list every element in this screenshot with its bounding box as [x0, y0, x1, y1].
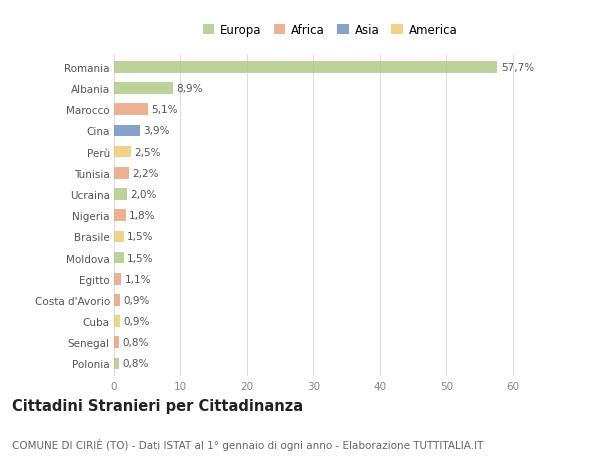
- Bar: [114, 273, 121, 285]
- Text: 0,9%: 0,9%: [124, 316, 149, 326]
- Bar: [114, 146, 131, 158]
- Bar: [114, 125, 140, 137]
- Legend: Europa, Africa, Asia, America: Europa, Africa, Asia, America: [198, 19, 462, 42]
- Bar: [114, 316, 120, 327]
- Text: 1,5%: 1,5%: [127, 253, 154, 263]
- Bar: [114, 83, 173, 95]
- Bar: [114, 252, 124, 264]
- Text: 1,8%: 1,8%: [129, 211, 156, 221]
- Bar: [114, 210, 126, 222]
- Text: Cittadini Stranieri per Cittadinanza: Cittadini Stranieri per Cittadinanza: [12, 398, 303, 413]
- Text: 8,9%: 8,9%: [176, 84, 203, 94]
- Text: 0,9%: 0,9%: [124, 295, 149, 305]
- Text: 0,8%: 0,8%: [122, 337, 149, 347]
- Bar: [114, 295, 120, 306]
- Text: COMUNE DI CIRIÈ (TO) - Dati ISTAT al 1° gennaio di ogni anno - Elaborazione TUTT: COMUNE DI CIRIÈ (TO) - Dati ISTAT al 1° …: [12, 438, 484, 450]
- Text: 2,2%: 2,2%: [132, 168, 158, 179]
- Text: 1,5%: 1,5%: [127, 232, 154, 242]
- Text: 2,5%: 2,5%: [134, 147, 160, 157]
- Text: 1,1%: 1,1%: [125, 274, 151, 284]
- Bar: [114, 62, 497, 73]
- Text: 0,8%: 0,8%: [122, 358, 149, 369]
- Bar: [114, 104, 148, 116]
- Bar: [114, 168, 128, 179]
- Text: 5,1%: 5,1%: [151, 105, 178, 115]
- Bar: [114, 189, 127, 201]
- Bar: [114, 231, 124, 243]
- Text: 2,0%: 2,0%: [131, 190, 157, 200]
- Text: 57,7%: 57,7%: [501, 63, 534, 73]
- Text: 3,9%: 3,9%: [143, 126, 170, 136]
- Bar: [114, 337, 119, 348]
- Bar: [114, 358, 119, 369]
